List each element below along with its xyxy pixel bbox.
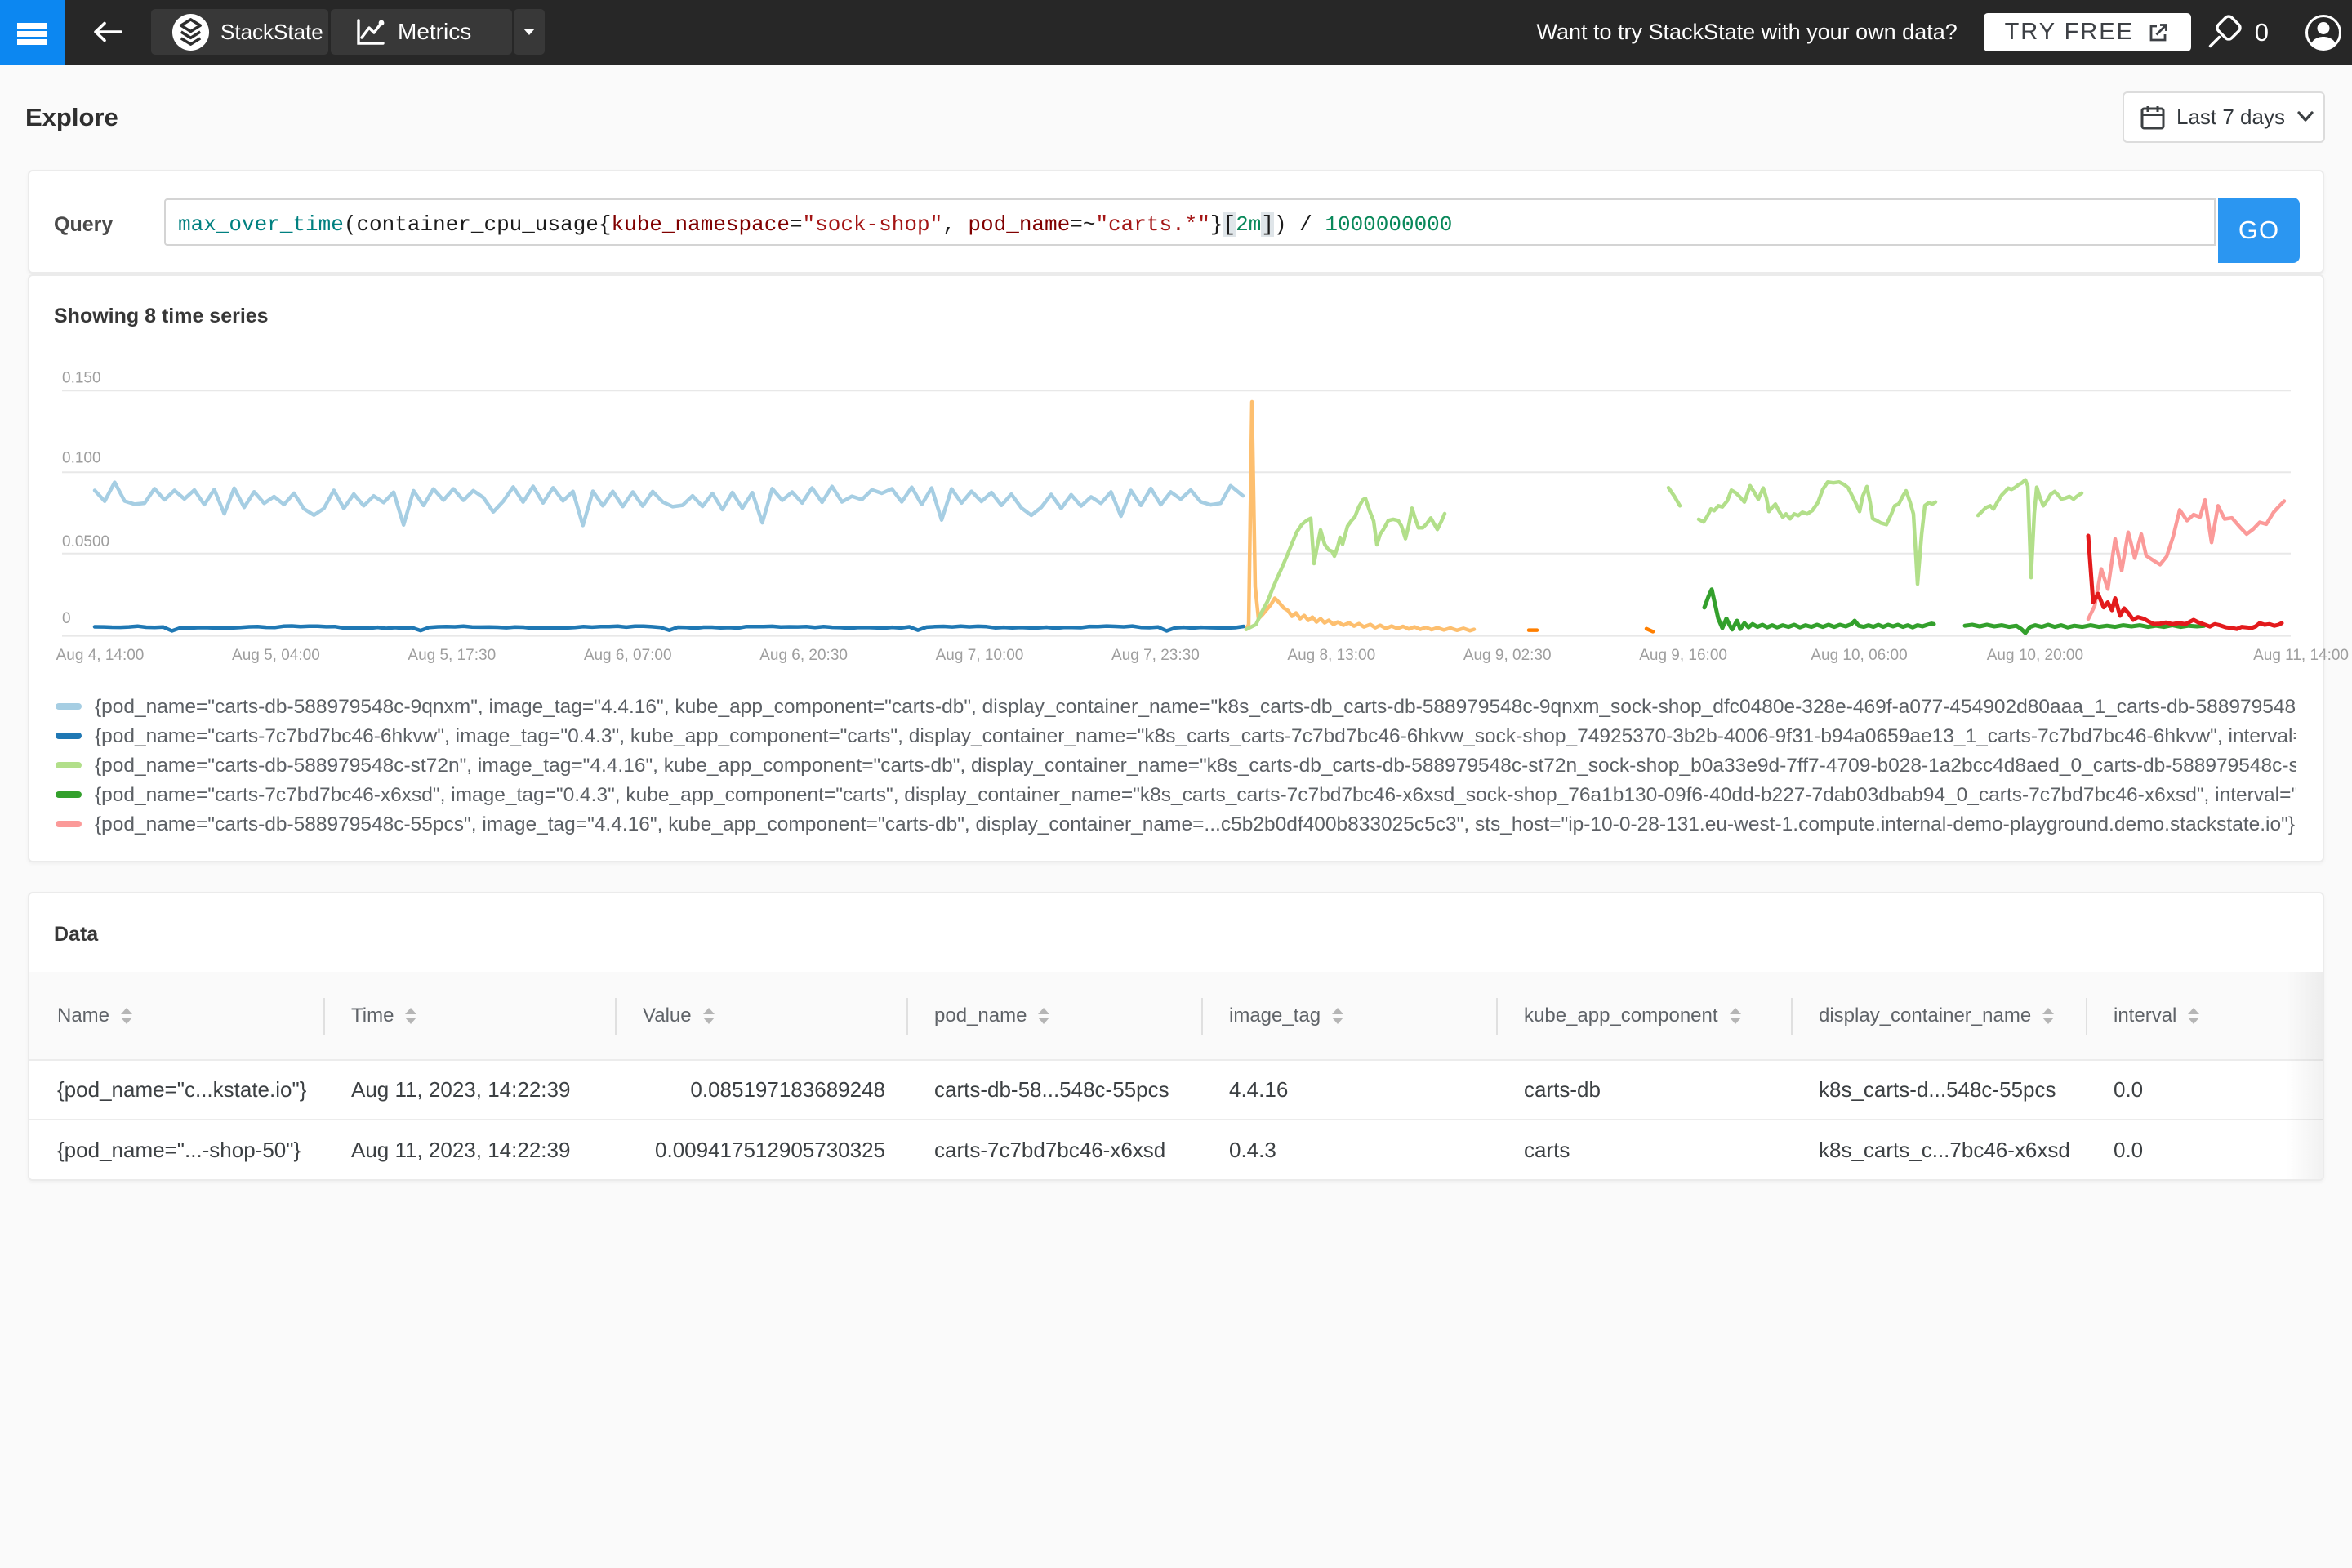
svg-text:Aug 11, 14:00: Aug 11, 14:00 bbox=[2253, 647, 2349, 664]
svg-text:Aug 8, 13:00: Aug 8, 13:00 bbox=[1287, 647, 1375, 664]
svg-text:Aug 4, 14:00: Aug 4, 14:00 bbox=[56, 647, 145, 664]
svg-text:Aug 9, 16:00: Aug 9, 16:00 bbox=[1639, 647, 1727, 664]
svg-text:Aug 10, 06:00: Aug 10, 06:00 bbox=[1811, 647, 1907, 664]
svg-text:Aug 5, 17:30: Aug 5, 17:30 bbox=[408, 647, 496, 664]
svg-text:Aug 10, 20:00: Aug 10, 20:00 bbox=[1987, 647, 2083, 664]
svg-text:Aug 6, 07:00: Aug 6, 07:00 bbox=[584, 647, 672, 664]
svg-text:0.0500: 0.0500 bbox=[62, 533, 109, 550]
svg-text:Aug 7, 10:00: Aug 7, 10:00 bbox=[936, 647, 1024, 664]
svg-text:Aug 7, 23:30: Aug 7, 23:30 bbox=[1111, 647, 1200, 664]
svg-text:0: 0 bbox=[62, 610, 71, 627]
svg-text:0.150: 0.150 bbox=[62, 370, 101, 387]
svg-text:0.100: 0.100 bbox=[62, 450, 101, 467]
svg-text:Aug 5, 04:00: Aug 5, 04:00 bbox=[232, 647, 320, 664]
svg-text:Aug 6, 20:30: Aug 6, 20:30 bbox=[760, 647, 848, 664]
svg-text:Aug 9, 02:30: Aug 9, 02:30 bbox=[1463, 647, 1552, 664]
